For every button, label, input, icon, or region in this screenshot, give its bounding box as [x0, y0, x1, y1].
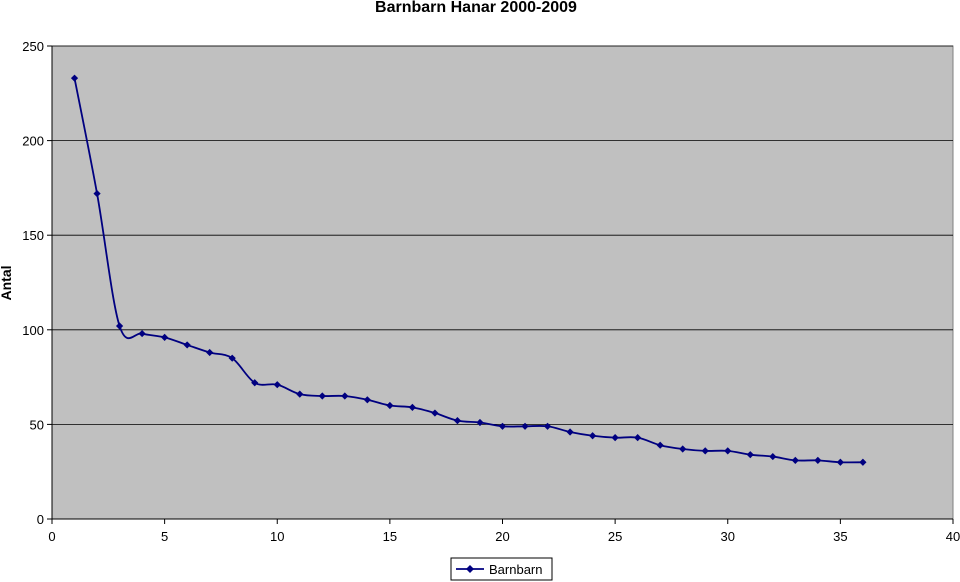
- x-tick-label-20: 20: [495, 529, 509, 544]
- y-tick-label-100: 100: [22, 323, 44, 338]
- data-point-8[interactable]: [228, 354, 236, 362]
- data-point-15[interactable]: [386, 401, 394, 410]
- data-point-11[interactable]: [296, 390, 304, 398]
- legend-label: Barnbarn: [489, 562, 542, 577]
- x-tick-label-35: 35: [833, 529, 847, 544]
- data-point-18[interactable]: [453, 417, 462, 425]
- x-tick-label-25: 25: [608, 529, 622, 544]
- series-layer: [70, 74, 867, 466]
- data-point-4[interactable]: [138, 329, 146, 338]
- data-point-29[interactable]: [701, 447, 709, 455]
- x-tick-label-15: 15: [383, 529, 397, 544]
- legend-marker: [466, 565, 474, 573]
- x-tick-label-40: 40: [946, 529, 960, 544]
- data-point-27[interactable]: [656, 441, 664, 449]
- data-point-1[interactable]: [70, 74, 79, 82]
- x-tick-label-5: 5: [161, 529, 168, 544]
- chart-title: Barnbarn Hanar 2000-2009: [375, 0, 577, 16]
- x-tick-label-0: 0: [48, 529, 55, 544]
- plot-area: [51, 45, 954, 520]
- data-point-36[interactable]: [859, 458, 867, 466]
- data-point-25[interactable]: [611, 434, 619, 442]
- x-tick-label-30: 30: [721, 529, 735, 544]
- gridlines: [52, 45, 953, 425]
- data-point-21[interactable]: [521, 422, 529, 430]
- data-point-12[interactable]: [318, 392, 326, 400]
- data-point-14[interactable]: [363, 396, 371, 404]
- data-point-19[interactable]: [476, 418, 484, 427]
- data-point-3[interactable]: [115, 322, 124, 330]
- y-tick-label-0: 0: [37, 512, 44, 527]
- data-point-9[interactable]: [251, 379, 259, 387]
- legend[interactable]: Barnbarn: [450, 557, 553, 581]
- data-point-23[interactable]: [566, 428, 574, 436]
- y-tick-label-200: 200: [22, 134, 44, 149]
- x-axis-ticks: 0 5 10 15 20 25 30 35 40: [48, 519, 960, 544]
- legend-box: [450, 557, 553, 581]
- data-point-26[interactable]: [634, 434, 642, 442]
- data-point-17[interactable]: [431, 409, 439, 417]
- data-point-30[interactable]: [724, 447, 732, 455]
- x-tick-label-10: 10: [270, 529, 284, 544]
- data-point-20[interactable]: [498, 422, 507, 430]
- y-tick-label-150: 150: [22, 228, 44, 243]
- y-tick-label-50: 50: [30, 417, 44, 432]
- data-point-31[interactable]: [746, 451, 754, 459]
- data-point-13[interactable]: [341, 392, 349, 400]
- data-point-6[interactable]: [183, 341, 191, 349]
- data-point-34[interactable]: [814, 456, 822, 464]
- data-point-22[interactable]: [543, 422, 552, 430]
- data-point-28[interactable]: [679, 445, 687, 453]
- data-point-5[interactable]: [161, 333, 169, 341]
- data-point-33[interactable]: [791, 456, 799, 464]
- data-point-2[interactable]: [93, 189, 101, 198]
- y-axis-label: Antal: [0, 266, 14, 301]
- y-tick-label-250: 250: [22, 39, 44, 54]
- data-point-7[interactable]: [206, 348, 214, 357]
- data-point-24[interactable]: [589, 432, 597, 440]
- data-point-10[interactable]: [273, 381, 281, 389]
- data-point-35[interactable]: [836, 458, 844, 466]
- y-axis-ticks: 0 50 100 150 200 250: [22, 39, 52, 527]
- data-point-32[interactable]: [769, 452, 777, 461]
- data-point-16[interactable]: [408, 403, 416, 411]
